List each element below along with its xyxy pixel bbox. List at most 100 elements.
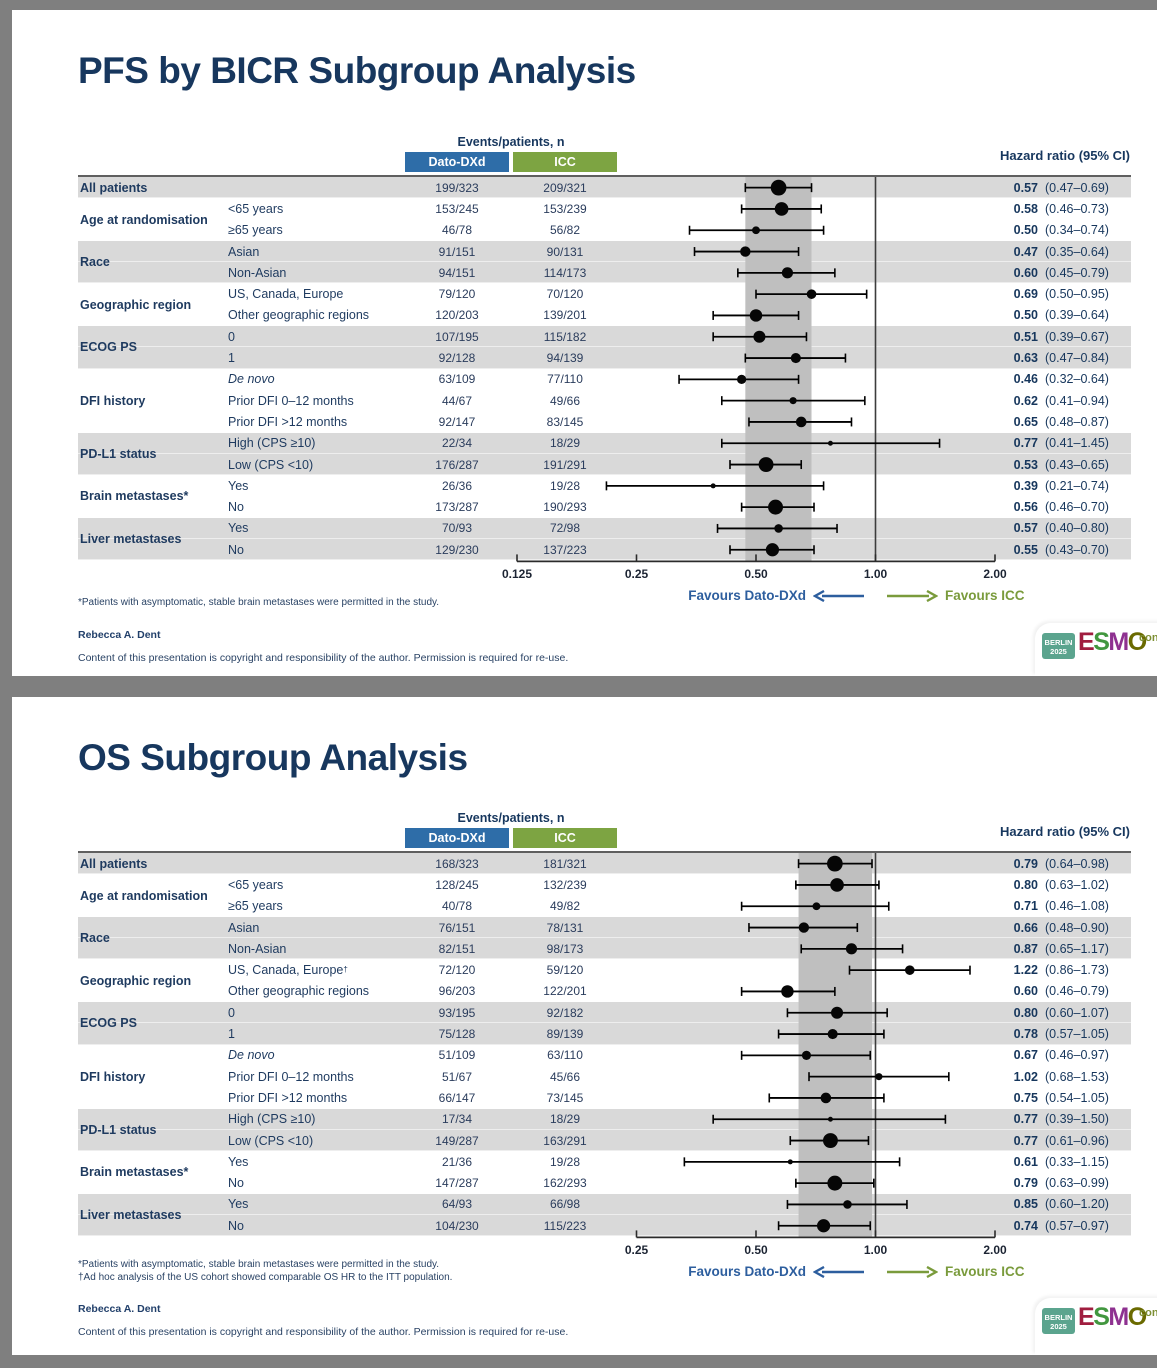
subgroup-block: De novo 63/109 77/110 0.46 (0.32–0.64) Prior …: [78, 369, 1131, 433]
subgroup-table: 199/323 209/321 0.57 (0.47–0.69) All patient…: [78, 177, 1131, 561]
group-label: Brain metastases*: [80, 489, 189, 504]
ci-value: (0.60–1.07): [1045, 1005, 1109, 1020]
ci-value: (0.60–1.20): [1045, 1197, 1109, 1212]
hr-value: 0.66: [1013, 920, 1038, 935]
hr-value: 0.87: [1013, 941, 1038, 956]
group-label: Age at randomisation: [80, 888, 208, 903]
hr-value: 0.57: [1013, 521, 1038, 536]
icc-value: 115/223: [543, 1218, 587, 1233]
ci-value: (0.32–0.64): [1045, 372, 1109, 387]
favours-icc-label: Favours ICC: [945, 588, 1025, 604]
ci-value: (0.39–0.64): [1045, 308, 1109, 323]
icc-value: 181/321: [543, 856, 587, 871]
table-row: Prior DFI 0–12 months 51/67 45/66 1.02 (0.68…: [78, 1066, 1131, 1087]
events-patients-header: Events/patients, n: [457, 135, 565, 149]
axis-tick-label: 0.25: [624, 1243, 649, 1258]
icc-value: 92/182: [546, 1005, 584, 1020]
dato-dxd-value: 46/78: [441, 223, 473, 238]
table-row: 1 75/128 89/139 0.78 (0.57–1.05): [78, 1023, 1131, 1045]
ci-value: (0.43–0.70): [1045, 542, 1109, 557]
subgroup-block: Yes 64/93 66/98 0.85 (0.60–1.20) No 104/230 115…: [78, 1193, 1131, 1237]
category-label: De novo: [228, 372, 275, 387]
table-row: Asian 76/151 78/131 0.66 (0.48–0.90): [78, 916, 1131, 939]
subgroup-block: 199/323 209/321 0.57 (0.47–0.69) All patient…: [78, 177, 1131, 199]
subgroup-block: <65 years 153/245 153/239 0.58 (0.46–0.73) ≥6…: [78, 198, 1131, 241]
ci-value: (0.46–0.97): [1045, 1048, 1109, 1063]
ci-value: (0.57–1.05): [1045, 1027, 1109, 1042]
category-label: Yes: [228, 521, 249, 536]
table-row: Non-Asian 94/151 114/173 0.60 (0.45–0.79): [78, 262, 1131, 284]
slide-title: PFS by BICR Subgroup Analysis: [78, 50, 636, 91]
dato-dxd-value: 104/230: [435, 1218, 479, 1233]
ci-value: (0.35–0.64): [1045, 244, 1109, 259]
subgroup-block: 0 93/195 92/182 0.80 (0.60–1.07) 1 75/128 89/13…: [78, 1002, 1131, 1045]
icc-value: 18/29: [549, 436, 581, 451]
icc-value: 19/28: [549, 478, 581, 493]
category-label: Prior DFI 0–12 months: [228, 1069, 354, 1084]
esmo-brand-letter: E: [1078, 1303, 1095, 1331]
category-label: US, Canada, Europe: [228, 287, 344, 302]
icc-value: 98/173: [546, 941, 584, 956]
group-label: All patients: [80, 856, 148, 871]
author-name: Rebecca A. Dent: [78, 629, 161, 641]
ci-value: (0.45–0.79): [1045, 265, 1109, 280]
dato-dxd-column-header: Dato-DXd: [405, 152, 509, 172]
category-label: US, Canada, Europe †: [228, 963, 348, 978]
category-label: ≥65 years: [228, 899, 283, 914]
dato-dxd-value: 120/203: [435, 308, 479, 323]
esmo-congress-logo: BERLIN2025ESMOcongr: [1035, 623, 1157, 676]
table-row: 1 92/128 94/139 0.63 (0.47–0.84): [78, 347, 1131, 369]
dato-dxd-value: 75/128: [438, 1027, 476, 1042]
ci-value: (0.41–0.94): [1045, 393, 1109, 408]
table-row: Other geographic regions 96/203 122/201 0.6…: [78, 981, 1131, 1002]
esmo-congress-suffix: congr: [1139, 632, 1157, 644]
category-label: High (CPS ≥10): [228, 1112, 316, 1127]
table-row: Yes 26/36 19/28 0.39 (0.21–0.74): [78, 475, 1131, 496]
icc-value: 63/110: [547, 1048, 583, 1063]
favours-right-arrow-icon: [887, 589, 938, 602]
group-label: Liver metastases: [80, 532, 182, 547]
dato-dxd-value: 17/34: [441, 1112, 473, 1127]
group-label: PD-L1 status: [80, 1122, 157, 1137]
subgroup-block: High (CPS ≥10) 22/34 18/29 0.77 (0.41–1.45) L…: [78, 432, 1131, 476]
category-label: No: [228, 1218, 244, 1233]
group-label: ECOG PS: [80, 1016, 137, 1031]
icc-value: 18/29: [549, 1112, 581, 1127]
dato-dxd-value: 40/78: [441, 899, 473, 914]
slide-title: OS Subgroup Analysis: [78, 737, 468, 778]
dato-dxd-value: 199/323: [435, 180, 479, 195]
table-row: High (CPS ≥10) 17/34 18/29 0.77 (0.39–1.50): [78, 1108, 1131, 1130]
table-row: Prior DFI >12 months 92/147 83/145 0.65 (0.4…: [78, 411, 1131, 432]
ci-value: (0.63–1.02): [1045, 877, 1109, 892]
dato-dxd-value: 173/287: [435, 500, 479, 515]
icc-value: 19/28: [549, 1154, 581, 1169]
icc-value: 73/145: [546, 1090, 584, 1105]
axis-tick-label: 2.00: [983, 1243, 1007, 1258]
badge-line: 2025: [1050, 1322, 1067, 1332]
table-row: Other geographic regions 120/203 139/201 0.…: [78, 305, 1131, 326]
table-row: US, Canada, Europe 79/120 70/120 0.69 (0.50–…: [78, 283, 1131, 304]
axis-tick-label: 0.50: [744, 567, 768, 582]
table-row: Yes 64/93 66/98 0.85 (0.60–1.20): [78, 1193, 1131, 1216]
group-label: Age at randomisation: [80, 212, 208, 227]
hr-value: 0.39: [1013, 478, 1038, 493]
group-label: Geographic region: [80, 973, 192, 988]
dato-dxd-value: 70/93: [441, 521, 473, 536]
table-row: <65 years 153/245 153/239 0.58 (0.46–0.73): [78, 198, 1131, 219]
ci-value: (0.47–0.69): [1045, 180, 1109, 195]
subgroup-block: Yes 21/36 19/28 0.61 (0.33–1.15) No 147/287 162…: [78, 1151, 1131, 1194]
category-label: Other geographic regions: [228, 984, 370, 999]
dato-dxd-value: 66/147: [438, 1090, 476, 1105]
ci-value: (0.64–0.98): [1045, 856, 1109, 871]
dato-dxd-value: 91/151: [438, 244, 476, 259]
dato-dxd-value: 94/151: [438, 265, 476, 280]
category-label: No: [228, 1176, 244, 1191]
icc-value: 94/139: [546, 351, 584, 366]
favours-dato-label-row: Favours Dato-DXd: [688, 588, 865, 603]
dato-dxd-value: 51/109: [438, 1048, 476, 1063]
hr-value: 0.77: [1013, 436, 1038, 451]
esmo-brand-letter: S: [1093, 628, 1110, 656]
category-label: Prior DFI >12 months: [228, 1090, 348, 1105]
dato-dxd-value: 79/120: [438, 287, 476, 302]
subgroup-block: US, Canada, Europe † 72/120 59/120 1.22 (0.86…: [78, 959, 1131, 1002]
